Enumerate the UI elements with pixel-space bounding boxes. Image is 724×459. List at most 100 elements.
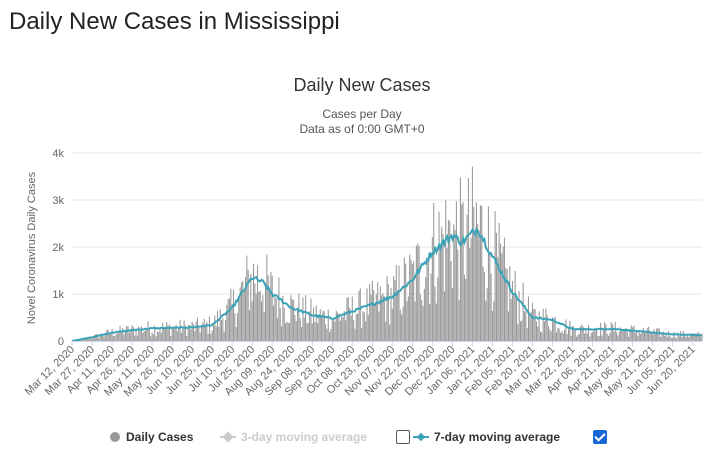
daily-case-bar bbox=[240, 282, 243, 341]
daily-case-bar bbox=[236, 313, 239, 341]
daily-case-bar bbox=[562, 333, 564, 341]
daily-case-bar bbox=[387, 284, 389, 341]
daily-case-bar bbox=[166, 322, 168, 341]
daily-case-bar bbox=[179, 319, 181, 341]
seven-day-checkbox[interactable] bbox=[593, 430, 607, 444]
daily-case-bar bbox=[294, 315, 296, 341]
daily-case-bar bbox=[263, 312, 265, 341]
daily-case-bar bbox=[618, 331, 620, 341]
daily-case-bar bbox=[95, 334, 97, 341]
daily-case-bar bbox=[661, 332, 663, 341]
daily-case-bar bbox=[542, 308, 544, 341]
daily-case-bar bbox=[162, 322, 164, 341]
daily-case-bar bbox=[506, 269, 508, 341]
daily-case-bar bbox=[102, 335, 104, 341]
daily-case-bar bbox=[244, 276, 247, 341]
legend-daily-cases[interactable]: Daily Cases bbox=[110, 425, 193, 449]
daily-case-bar bbox=[366, 288, 368, 341]
daily-case-bar bbox=[286, 321, 288, 341]
daily-case-bar bbox=[581, 324, 583, 341]
daily-case-bar bbox=[451, 287, 453, 341]
daily-case-bar bbox=[617, 335, 619, 341]
daily-case-bar bbox=[616, 332, 618, 341]
daily-case-bar bbox=[163, 328, 165, 341]
daily-case-bar bbox=[100, 333, 102, 341]
daily-case-bar bbox=[453, 224, 455, 341]
daily-case-bar bbox=[573, 326, 575, 341]
daily-case-bar bbox=[180, 332, 182, 341]
daily-case-bar bbox=[515, 298, 518, 341]
three-day-checkbox[interactable] bbox=[396, 430, 410, 444]
daily-case-bar bbox=[673, 331, 675, 341]
daily-case-bar bbox=[178, 327, 180, 341]
daily-case-bar bbox=[684, 335, 686, 341]
daily-case-bar bbox=[91, 338, 93, 341]
daily-case-bar bbox=[293, 300, 295, 341]
daily-case-bar bbox=[561, 331, 563, 341]
daily-case-bar bbox=[690, 333, 692, 341]
daily-case-bar bbox=[122, 328, 124, 341]
legend-three-day[interactable]: 3-day moving average bbox=[220, 425, 367, 449]
daily-case-bar bbox=[613, 331, 615, 341]
daily-case-bar bbox=[554, 316, 556, 341]
daily-case-bar bbox=[248, 310, 251, 341]
daily-case-bar bbox=[339, 320, 341, 341]
daily-case-bar bbox=[282, 295, 284, 341]
daily-case-bar bbox=[140, 326, 142, 341]
daily-case-bar bbox=[489, 251, 491, 341]
daily-case-bar bbox=[219, 309, 221, 341]
daily-case-bar bbox=[94, 334, 96, 341]
daily-case-bar bbox=[207, 333, 209, 341]
daily-case-bar bbox=[171, 326, 173, 341]
daily-case-bar bbox=[670, 338, 672, 341]
daily-case-bar bbox=[274, 297, 276, 341]
daily-case-bar bbox=[303, 317, 305, 341]
daily-case-bar bbox=[479, 205, 481, 341]
daily-case-bar bbox=[411, 264, 413, 341]
daily-case-bar bbox=[152, 334, 154, 341]
daily-case-bar bbox=[114, 336, 116, 341]
daily-case-bar bbox=[190, 329, 192, 341]
daily-case-bar bbox=[287, 322, 289, 341]
daily-case-bar bbox=[373, 290, 375, 341]
daily-case-bar bbox=[593, 331, 595, 341]
daily-case-bar bbox=[385, 321, 387, 341]
daily-case-bar bbox=[493, 301, 495, 341]
daily-case-bar bbox=[150, 336, 152, 341]
daily-case-bar bbox=[210, 333, 212, 341]
daily-case-bar bbox=[477, 223, 479, 341]
daily-case-bar bbox=[126, 325, 128, 341]
daily-case-bar bbox=[261, 301, 263, 341]
daily-case-bar bbox=[571, 326, 574, 341]
page-title: Daily New Cases in Mississippi bbox=[9, 8, 340, 35]
daily-case-bar bbox=[112, 336, 114, 341]
daily-case-bar bbox=[693, 333, 695, 341]
daily-case-bar bbox=[582, 326, 584, 341]
daily-case-bar bbox=[449, 220, 451, 341]
daily-case-bar bbox=[522, 282, 524, 341]
daily-case-bar bbox=[389, 324, 391, 341]
daily-case-bar bbox=[208, 316, 211, 341]
daily-case-bar bbox=[160, 332, 162, 341]
daily-case-bar bbox=[194, 330, 196, 341]
daily-case-bar bbox=[689, 335, 691, 341]
daily-case-bar bbox=[226, 304, 228, 341]
daily-case-bar bbox=[674, 337, 676, 341]
daily-case-bar bbox=[676, 338, 678, 341]
legend-seven-day[interactable]: 7-day moving average bbox=[413, 425, 560, 449]
daily-case-bar bbox=[146, 330, 148, 341]
daily-case-bar bbox=[327, 309, 329, 341]
daily-case-bar bbox=[463, 274, 465, 341]
daily-case-bar bbox=[435, 303, 437, 341]
daily-case-bar bbox=[252, 263, 255, 341]
daily-case-bar bbox=[454, 230, 456, 341]
daily-case-bar bbox=[309, 311, 311, 341]
daily-case-bar bbox=[301, 326, 303, 341]
daily-case-bar bbox=[498, 222, 500, 341]
daily-case-bar bbox=[443, 291, 445, 341]
daily-case-bar bbox=[279, 307, 281, 341]
daily-case-bar bbox=[426, 261, 428, 341]
daily-case-bar bbox=[143, 330, 145, 341]
